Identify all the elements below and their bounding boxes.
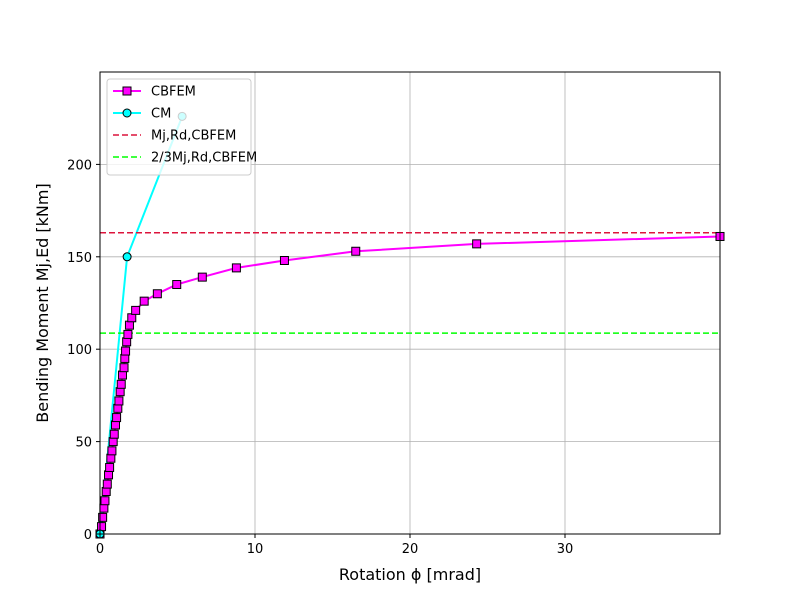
legend-box (106, 78, 252, 176)
data-point-cbfem (113, 403, 123, 413)
data-point-cbfem (112, 413, 122, 423)
data-point-cbfem (98, 512, 108, 522)
data-point-cbfem (139, 296, 149, 306)
legend: CBFEM CM Mj,Rd,CBFEM 2/3Mj,Rd,CBFEM (106, 78, 257, 176)
y-tick-label: 100 (67, 343, 92, 358)
data-point-cbfem (106, 453, 116, 463)
x-tick-label: 10 (247, 542, 264, 557)
data-point-cbfem (119, 363, 129, 373)
data-point-cbfem (115, 387, 125, 397)
marker-layer (95, 111, 725, 539)
data-point-cbfem (472, 239, 482, 249)
x-tick-label: 30 (557, 542, 574, 557)
legend-label: 2/3Mj,Rd,CBFEM (151, 151, 257, 166)
legend-marker (122, 108, 132, 118)
legend-label: CM (151, 107, 171, 122)
data-point-cbfem (97, 522, 107, 532)
data-point-cbfem (111, 420, 120, 430)
data-point-cbfem (122, 337, 132, 347)
data-point-cbfem (131, 305, 141, 315)
data-point-cbfem (124, 320, 134, 330)
data-point-cbfem (104, 470, 114, 480)
data-point-cbfem (108, 437, 118, 447)
data-point-cbfem (152, 289, 162, 299)
data-point-cbfem (116, 379, 126, 389)
x-tick-label: 20 (402, 542, 419, 557)
data-point-cbfem (127, 313, 137, 323)
data-point-cbfem (231, 263, 241, 273)
data-point-cbfem (105, 462, 115, 472)
data-point-cbfem (102, 479, 112, 489)
x-tick-label: 0 (96, 542, 104, 557)
data-point-cbfem (123, 329, 133, 339)
data-point-cbfem (117, 370, 127, 380)
data-point-cbfem (100, 496, 110, 506)
data-point-cbfem (109, 429, 119, 439)
data-point-cbfem (172, 280, 182, 290)
y-tick-label: 200 (67, 158, 92, 173)
data-point-cbfem (120, 353, 130, 363)
legend-item-cbfem: CBFEM (113, 85, 196, 100)
y-tick-label: 0 (84, 528, 92, 543)
legend-item-cm: CM (113, 107, 171, 122)
x-axis-label: Rotation ϕ [mrad] (339, 565, 481, 584)
data-point-cbfem (279, 255, 289, 265)
data-point-cbfem (121, 346, 131, 356)
ticks: 0 10 20 30 0 50 100 150 200 (67, 158, 573, 557)
data-point-cbfem (114, 396, 124, 406)
y-tick-label: 50 (75, 436, 92, 451)
data-point-cm (122, 252, 132, 262)
data-point-cbfem (351, 246, 361, 256)
y-tick-label: 150 (67, 251, 92, 266)
y-axis-label: Bending Moment Mj,Ed [kNm] (33, 183, 52, 422)
legend-marker (122, 86, 132, 96)
data-point-cbfem (107, 446, 117, 456)
legend-label: Mj,Rd,CBFEM (151, 129, 236, 144)
legend-item-mj-rd-cbfem: Mj,Rd,CBFEM (113, 129, 236, 144)
legend-item-2-3mj-rd-cbfem: 2/3Mj,Rd,CBFEM (113, 151, 257, 166)
data-point-cbfem (197, 272, 207, 282)
legend-label: CBFEM (151, 85, 196, 100)
data-point-cbfem (101, 486, 111, 496)
data-point-cbfem (99, 503, 109, 513)
